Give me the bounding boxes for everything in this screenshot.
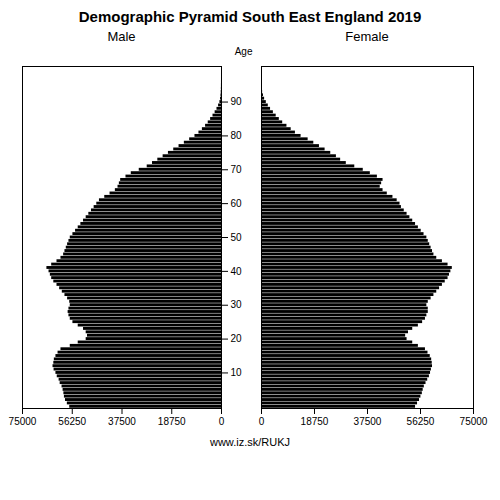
svg-text:20: 20 bbox=[231, 333, 243, 344]
svg-text:37500: 37500 bbox=[108, 416, 136, 427]
svg-text:0: 0 bbox=[219, 416, 225, 427]
svg-text:56250: 56250 bbox=[407, 416, 435, 427]
html-text:www.iz.sk/RUKJ: www.iz.sk/RUKJ bbox=[210, 436, 290, 448]
svg-text:75000: 75000 bbox=[9, 416, 37, 427]
svg-text:60: 60 bbox=[231, 198, 243, 209]
svg-text:40: 40 bbox=[231, 266, 243, 277]
svg-text:90: 90 bbox=[231, 96, 243, 107]
svg-text:30: 30 bbox=[231, 299, 243, 310]
svg-text:50: 50 bbox=[231, 232, 243, 243]
svg-text:75000: 75000 bbox=[460, 416, 488, 427]
svg-text:18750: 18750 bbox=[158, 416, 186, 427]
svg-text:18750: 18750 bbox=[301, 416, 329, 427]
svg-text:80: 80 bbox=[231, 130, 243, 141]
svg-text:Age: Age bbox=[235, 46, 253, 57]
svg-text:56250: 56250 bbox=[58, 416, 86, 427]
html-text:Female: Female bbox=[345, 29, 389, 44]
svg-text:10: 10 bbox=[231, 367, 243, 378]
html-text:Demographic Pyramid South East: Demographic Pyramid South East England 2… bbox=[78, 8, 422, 25]
html-text:Male: Male bbox=[107, 29, 136, 44]
svg-text:70: 70 bbox=[231, 164, 243, 175]
svg-text:37500: 37500 bbox=[354, 416, 382, 427]
svg-text:0: 0 bbox=[259, 416, 265, 427]
